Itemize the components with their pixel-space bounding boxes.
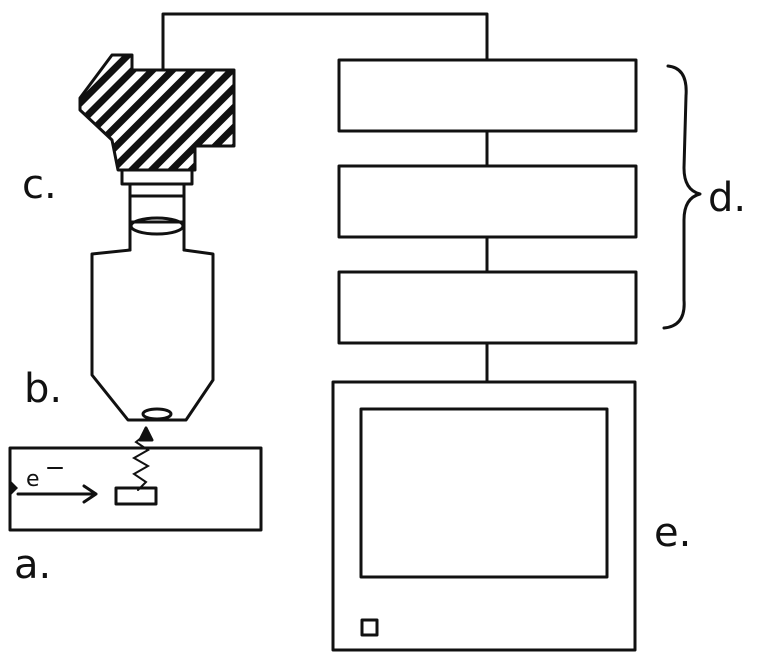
camera-adapter	[120, 168, 194, 252]
group-brace	[662, 64, 702, 330]
camera	[78, 53, 236, 172]
camera-body	[78, 53, 236, 172]
label-c: c.	[22, 162, 57, 208]
adapter-ring	[120, 168, 194, 186]
adapter-neck	[128, 182, 186, 198]
sample	[114, 486, 158, 506]
label-d: d.	[708, 175, 746, 221]
adapter-tube	[128, 220, 186, 252]
sample-stage: e	[8, 446, 263, 532]
stage-edge-mark	[10, 480, 18, 496]
label-b: b.	[24, 366, 62, 412]
adapter-lens-curve	[129, 216, 185, 236]
processing-box-1	[337, 58, 638, 133]
electron-symbol: e	[26, 467, 40, 492]
monitor-screen	[359, 407, 609, 579]
electron-arrow	[16, 484, 98, 504]
processing-box-3	[337, 270, 638, 345]
emission-arrowhead	[138, 426, 154, 442]
label-a: a.	[14, 542, 51, 588]
monitor-case	[331, 380, 637, 652]
label-e: e.	[654, 510, 691, 556]
monitor	[331, 380, 637, 652]
processing-box-2	[337, 164, 638, 239]
processing-units	[337, 58, 638, 384]
objective-tip	[141, 407, 173, 421]
connection-cable	[161, 12, 489, 74]
emission-wave	[131, 433, 151, 491]
monitor-power-button	[360, 618, 379, 637]
microscope-body	[90, 248, 215, 422]
